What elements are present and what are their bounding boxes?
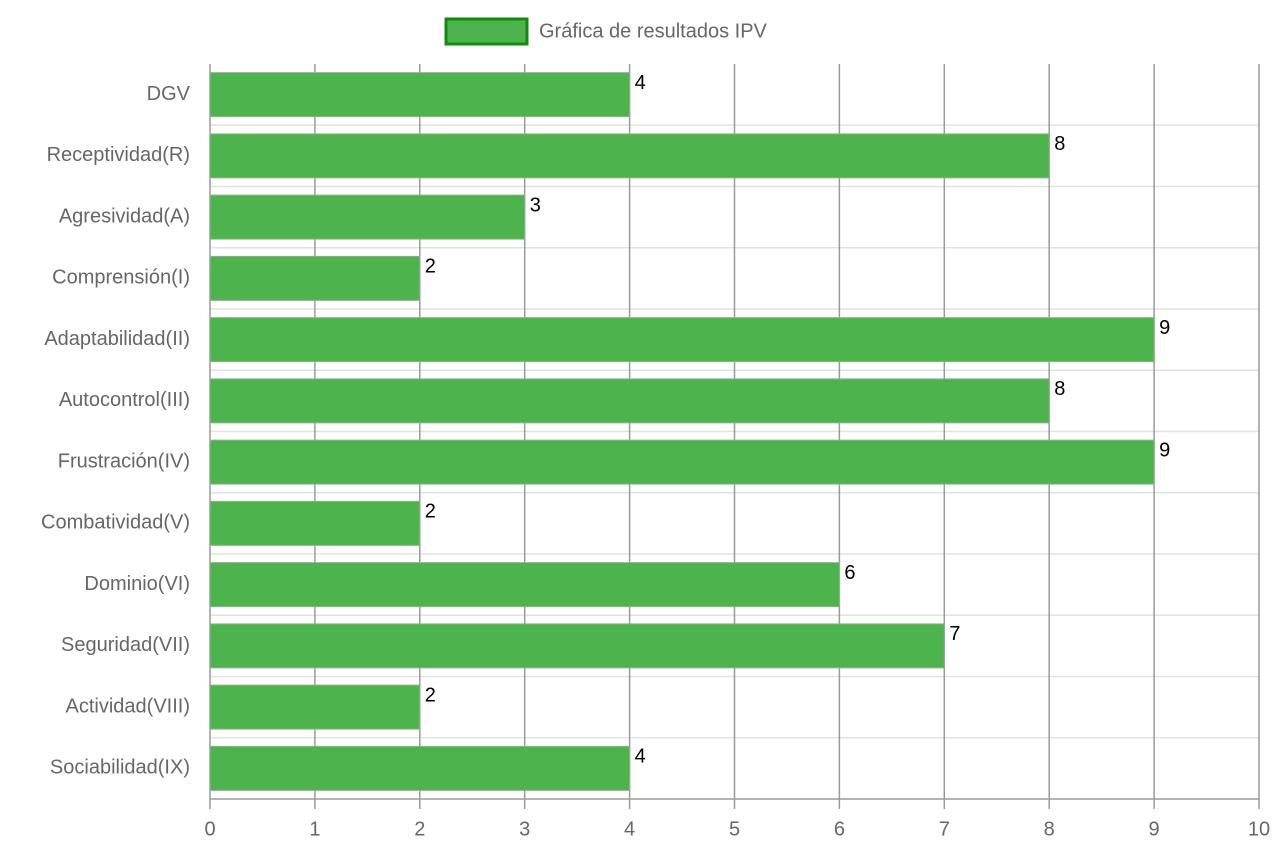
x-tick-label: 6	[834, 818, 845, 840]
x-tick-label: 8	[1044, 818, 1055, 840]
bar	[209, 72, 631, 118]
y-tick-label: Frustración(IV)	[58, 450, 190, 472]
value-label: 4	[635, 746, 646, 768]
bar	[209, 317, 1155, 363]
value-label: 9	[1159, 439, 1170, 461]
x-tick-label: 5	[729, 818, 740, 840]
y-tick-label: Agresividad(A)	[59, 205, 190, 227]
x-tick-label: 4	[624, 818, 635, 840]
bar	[209, 133, 1050, 179]
value-label: 6	[844, 562, 855, 584]
value-label: 8	[1054, 133, 1065, 155]
legend-label: Gráfica de resultados IPV	[539, 20, 768, 42]
value-label: 4	[635, 72, 646, 94]
bar	[209, 194, 526, 240]
x-tick-label: 9	[1149, 818, 1160, 840]
bar	[209, 255, 421, 301]
bar	[209, 623, 945, 669]
bar	[209, 562, 840, 608]
y-tick-label: Combatividad(V)	[41, 512, 190, 534]
y-tick-label: Adaptabilidad(II)	[44, 328, 190, 350]
bar	[209, 745, 631, 791]
y-tick-label: Receptividad(R)	[47, 144, 190, 166]
y-tick-label: Autocontrol(III)	[59, 389, 190, 411]
y-tick-label: Seguridad(VII)	[61, 634, 190, 656]
x-tick-label: 2	[414, 818, 425, 840]
x-tick-label: 10	[1248, 818, 1270, 840]
x-tick-label: 0	[204, 818, 215, 840]
x-tick-label: 3	[519, 818, 530, 840]
y-tick-label: Dominio(VI)	[84, 573, 190, 595]
value-label: 7	[949, 623, 960, 645]
value-label: 2	[425, 501, 436, 523]
y-tick-label: Sociabilidad(IX)	[50, 757, 190, 779]
legend-swatch	[444, 17, 529, 46]
bar	[209, 500, 421, 546]
y-tick-label: Comprensión(I)	[52, 267, 190, 289]
x-tick-label: 1	[309, 818, 320, 840]
y-tick-label: DGV	[147, 83, 191, 105]
x-tick-label: 7	[939, 818, 950, 840]
bar	[209, 684, 421, 730]
bar	[209, 439, 1155, 485]
y-tick-label: Actividad(VIII)	[66, 695, 190, 717]
value-label: 3	[530, 194, 541, 216]
value-label: 2	[425, 256, 436, 278]
value-label: 9	[1159, 317, 1170, 339]
bar	[209, 378, 1050, 424]
value-label: 2	[425, 684, 436, 706]
value-label: 8	[1054, 378, 1065, 400]
